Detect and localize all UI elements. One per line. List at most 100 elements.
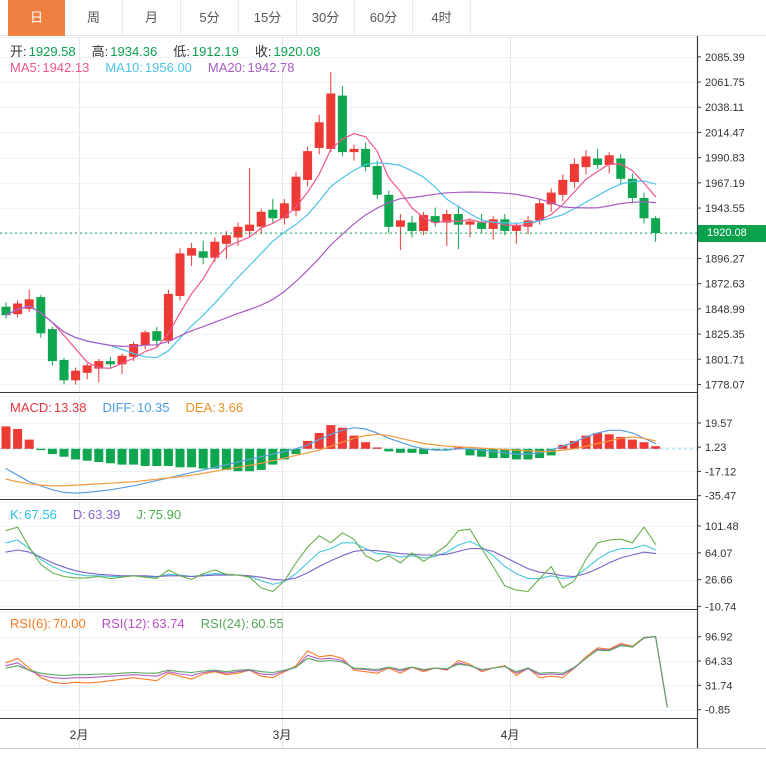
legend-item: RSI(6): 70.00 <box>10 616 86 631</box>
macd-bar <box>233 448 243 472</box>
current-price-tag: 1920.08 <box>698 225 766 242</box>
candle <box>395 220 405 227</box>
macd-bar <box>651 446 661 449</box>
macd-bar <box>210 448 220 469</box>
macd-bar <box>558 444 568 449</box>
candle <box>233 226 243 238</box>
axis-tick-label: 19.57 <box>705 418 733 430</box>
macd-bar <box>152 448 162 466</box>
candle <box>140 332 150 346</box>
candle <box>616 158 626 179</box>
macd-bar <box>198 448 208 469</box>
tab-week[interactable]: 周 <box>65 0 123 35</box>
timeframe-toolbar: 日周月 5分 15分 30分 60分 4时 <box>0 0 766 36</box>
axis-tick-label: -35.47 <box>705 491 736 503</box>
candle <box>47 329 57 362</box>
candle <box>627 178 637 198</box>
tab-month[interactable]: 月 <box>123 0 181 35</box>
macd-bar <box>593 433 603 449</box>
candle <box>24 299 34 309</box>
candle <box>488 219 498 229</box>
macd-bar <box>326 425 336 449</box>
candle <box>82 365 92 373</box>
candle <box>407 222 417 231</box>
axis-tick-label: 64.33 <box>705 656 733 668</box>
kdj-legend: K: 67.56 D: 63.39 J: 75.90 <box>10 507 197 522</box>
axis-tick-label: 1872.63 <box>705 279 745 291</box>
legend-item: K: 67.56 <box>10 507 57 522</box>
candle <box>372 166 382 195</box>
candle <box>268 209 278 219</box>
legend-item: MA5: 1942.13 <box>10 60 90 75</box>
axis-tick-label: 26.66 <box>705 575 733 587</box>
macd-legend: MACD: 13.38 DIFF: 10.35 DEA: 3.66 <box>10 400 259 415</box>
candle <box>175 253 185 296</box>
axis-tick-label: 64.07 <box>705 548 733 560</box>
tab-30min[interactable]: 30分 <box>297 0 355 35</box>
candle <box>511 225 521 231</box>
macd-bar <box>581 435 591 449</box>
macd-bar <box>453 447 463 449</box>
macd-bar <box>105 448 115 464</box>
tab-5min[interactable]: 5分 <box>181 0 239 35</box>
candle <box>1 306 11 316</box>
axis-tick-label: 2014.47 <box>705 127 745 139</box>
macd-bar <box>71 448 81 460</box>
macd-bar <box>337 427 347 449</box>
tab-15min[interactable]: 15分 <box>239 0 297 35</box>
legend-item: RSI(24): 60.55 <box>200 616 284 631</box>
tab-day[interactable]: 日 <box>8 0 65 36</box>
legend-item: 低: 1912.19 <box>173 44 239 59</box>
macd-bar <box>314 433 324 449</box>
candle <box>581 156 591 168</box>
candle <box>291 176 301 211</box>
axis-tick-label: 1967.19 <box>705 178 745 190</box>
axis-tick-label: 1801.71 <box>705 354 745 366</box>
candle <box>337 95 347 153</box>
candle <box>523 220 533 227</box>
axis-tick-label: 2085.39 <box>705 52 745 64</box>
macd-bar <box>395 448 405 453</box>
candle <box>245 224 255 231</box>
macd-bar <box>372 447 382 449</box>
legend-item: RSI(12): 63.74 <box>101 616 185 631</box>
candle <box>535 203 545 221</box>
month-label: 4月 <box>501 728 520 742</box>
candle <box>279 203 289 219</box>
macd-bar <box>407 448 417 453</box>
macd-bar <box>117 448 127 465</box>
tab-60min[interactable]: 60分 <box>355 0 413 35</box>
axis-tick-label: 31.74 <box>705 680 733 692</box>
axis-tick-label: 1896.27 <box>705 254 745 266</box>
macd-bar <box>47 448 57 455</box>
macd-bar <box>268 448 278 465</box>
tab-4hour[interactable]: 4时 <box>413 0 471 35</box>
legend-item: 开: 1929.58 <box>10 44 76 59</box>
legend-item: MA20: 1942.78 <box>207 60 295 75</box>
macd-bar <box>82 448 92 461</box>
axis-tick-label: 2038.11 <box>705 102 744 114</box>
macd-bar <box>94 448 104 462</box>
candle <box>221 235 231 244</box>
rsi-legend: RSI(6): 70.00 RSI(12): 63.74 RSI(24): 60.55 <box>10 616 300 631</box>
axis-tick-label: 1990.83 <box>705 153 745 165</box>
legend-item: 高: 1934.36 <box>91 44 158 59</box>
candle <box>558 179 568 195</box>
candle <box>187 248 197 256</box>
candle <box>442 214 452 223</box>
axis-tick-label: 96.92 <box>705 632 733 644</box>
macd-bar <box>140 448 150 466</box>
axis-tick-label: 1825.35 <box>705 329 745 341</box>
candle <box>604 155 614 165</box>
macd-histogram <box>1 425 661 472</box>
axis-tick-label: 1.23 <box>705 442 726 454</box>
macd-bar <box>291 448 301 455</box>
macd-bar <box>175 448 185 468</box>
macd-bar <box>569 440 579 449</box>
candle <box>593 158 603 165</box>
macd-bar <box>430 448 440 451</box>
candle <box>36 297 46 334</box>
macd-bar <box>604 434 614 449</box>
